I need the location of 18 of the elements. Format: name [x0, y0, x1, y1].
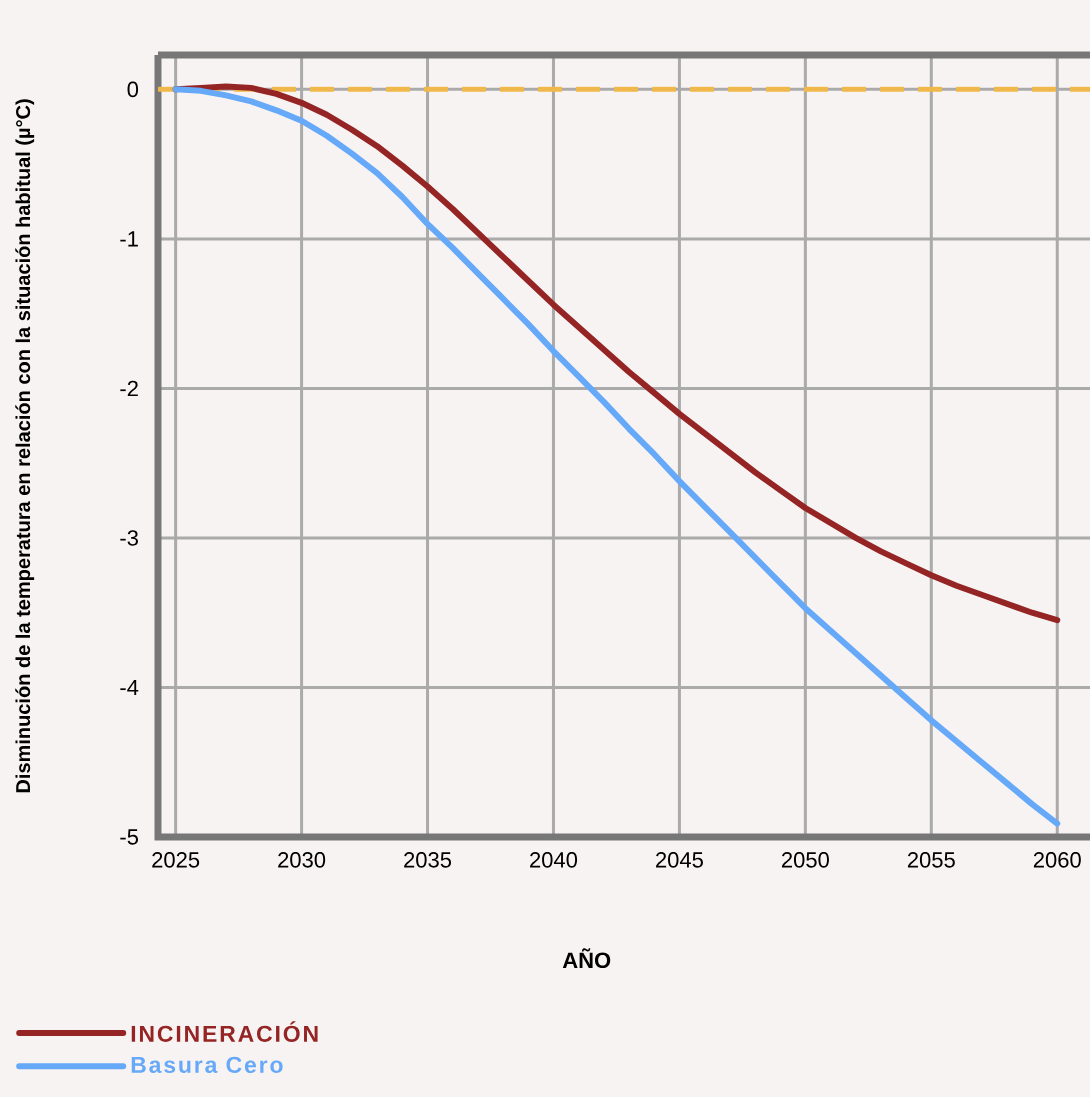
legend-label: Basura Cero: [131, 1056, 283, 1074]
y-tick-label: -3: [120, 530, 138, 546]
x-axis-title: AÑO: [562, 948, 611, 969]
x-tick-label: 2030: [278, 852, 326, 868]
x-tick-label: 2050: [781, 852, 829, 868]
x-tick-label: 2060: [1033, 852, 1081, 868]
y-tick-label: -5: [120, 829, 138, 845]
x-tick-label: 2025: [152, 852, 200, 868]
legend-label: INCINERACIÓN: [131, 1021, 318, 1042]
x-tick-label: 2040: [530, 852, 578, 868]
x-tick-label: 2055: [907, 852, 955, 868]
y-tick-label: -2: [120, 380, 138, 397]
x-tick-label: 2035: [404, 852, 452, 868]
y-axis-title: Disminución de la temperatura en relación con la situación habitual (µ°C): [15, 99, 35, 793]
x-tick-label: 2045: [656, 852, 703, 868]
y-tick-label: -1: [120, 231, 138, 247]
y-tick-label: 0: [127, 81, 139, 98]
y-tick-label: -4: [120, 679, 139, 696]
